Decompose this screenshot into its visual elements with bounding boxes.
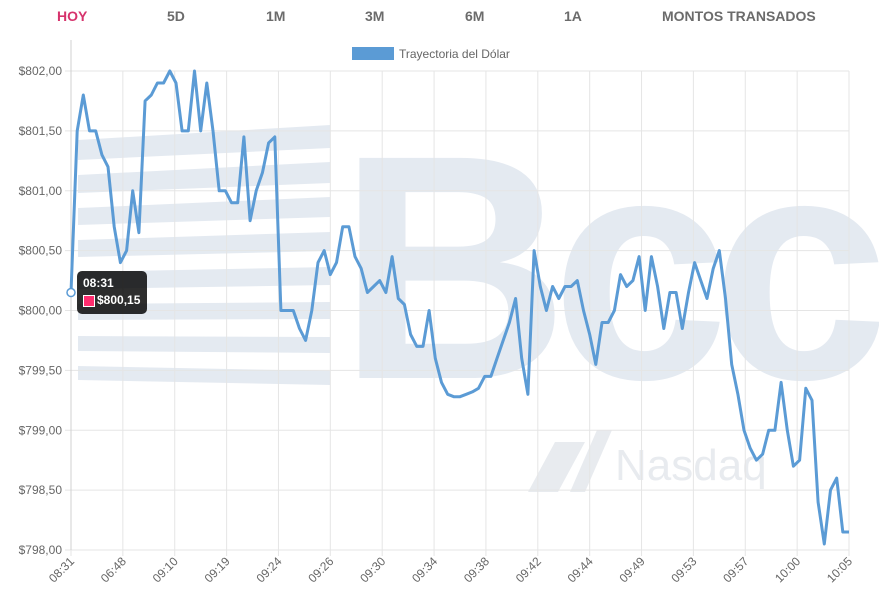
x-tick-label: 08:31 (46, 554, 77, 585)
watermark-brand: Bcc (338, 88, 879, 446)
series-line (69, 69, 849, 546)
y-axis: $802,00 $801,50 $801,00 $800,50 $800,00 $799,… (19, 64, 63, 557)
y-tick-label: $798,50 (19, 483, 63, 497)
watermark-partner: Nasdaq (615, 441, 767, 490)
x-tick-label: 09:34 (409, 554, 440, 585)
tooltip-time: 08:31 (83, 276, 114, 290)
y-tick-label: $799,00 (19, 423, 63, 437)
x-tick-label: 09:30 (357, 554, 388, 585)
y-tick-label: $800,50 (19, 244, 63, 258)
tab-1m[interactable]: 1M (266, 8, 286, 24)
tab-5d[interactable]: 5D (167, 8, 185, 24)
bcc-logo-stripes (78, 125, 330, 385)
x-tick-label: 09:10 (150, 554, 181, 585)
tooltip-value: $800,15 (97, 293, 141, 307)
legend-label: Trayectoria del Dólar (399, 47, 510, 61)
tab-hoy[interactable]: HOY (57, 8, 88, 24)
tab-montos-transados[interactable]: MONTOS TRANSADOS (662, 8, 816, 24)
y-tick-label: $799,50 (19, 363, 63, 377)
tab-3m[interactable]: 3M (365, 8, 385, 24)
tab-6m[interactable]: 6M (465, 8, 485, 24)
hover-point[interactable] (66, 287, 76, 298)
chart-legend: Trayectoria del Dólar (352, 47, 510, 61)
x-tick-label: 09:57 (720, 554, 751, 585)
y-tick-label: $801,00 (19, 184, 63, 198)
y-tick-label: $801,50 (19, 124, 63, 138)
x-tick-label: 09:38 (461, 554, 492, 585)
x-tick-label: 10:00 (772, 554, 803, 585)
x-tick-label: 09:26 (305, 554, 336, 585)
y-tick-label: $800,00 (19, 304, 63, 318)
tab-1a[interactable]: 1A (564, 8, 582, 24)
y-tick-label: $798,00 (19, 543, 63, 557)
x-tick-label: 09:42 (513, 554, 544, 585)
x-tick-label: 09:44 (565, 554, 596, 585)
range-tabs: HOY 5D 1M 3M 6M 1A MONTOS TRANSADOS (0, 0, 879, 34)
x-tick-label: 09:19 (202, 554, 233, 585)
x-tick-label: 09:24 (253, 554, 284, 585)
bcc-nasdaq-watermark: Bcc Nasdaq (78, 88, 879, 492)
nasdaq-logo: Nasdaq (528, 430, 767, 492)
series-layer (66, 69, 849, 546)
x-tick-label: 06:48 (98, 554, 129, 585)
tooltip: 08:31 $800,15 (77, 271, 147, 314)
legend-swatch (352, 47, 394, 60)
x-tick-label: 10:05 (824, 554, 855, 585)
tooltip-swatch (83, 295, 95, 307)
x-tick-label: 09:49 (617, 554, 648, 585)
x-tick-label: 09:53 (668, 554, 699, 585)
x-axis: 08:31 06:48 09:10 09:19 09:24 09:26 09:30 09:34… (46, 554, 855, 585)
y-tick-label: $802,00 (19, 64, 63, 78)
